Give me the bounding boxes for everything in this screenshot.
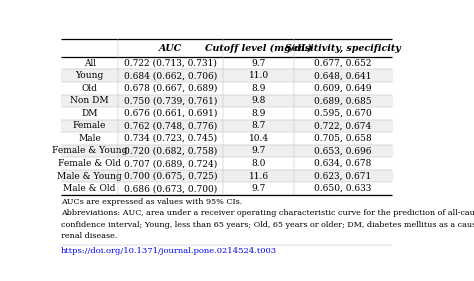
Text: AUC: AUC <box>159 44 182 53</box>
Text: 0.684 (0.662, 0.706): 0.684 (0.662, 0.706) <box>124 71 217 80</box>
Text: confidence interval; Young, less than 65 years; Old, 65 years or older; DM, diab: confidence interval; Young, less than 65… <box>61 221 474 229</box>
Text: AUCs are expressed as values with 95% CIs.: AUCs are expressed as values with 95% CI… <box>61 198 242 206</box>
Bar <box>61 94 392 107</box>
Text: 8.9: 8.9 <box>251 84 266 93</box>
Text: 0.650, 0.633: 0.650, 0.633 <box>314 184 372 193</box>
Bar <box>61 170 392 182</box>
Text: Young: Young <box>75 71 104 80</box>
Text: 8.9: 8.9 <box>251 109 266 118</box>
Bar <box>61 107 392 120</box>
Text: 11.0: 11.0 <box>248 71 269 80</box>
Text: 0.677, 0.652: 0.677, 0.652 <box>314 59 372 68</box>
Bar <box>61 157 392 170</box>
Text: Female: Female <box>73 121 106 130</box>
Text: 0.623, 0.671: 0.623, 0.671 <box>314 172 372 181</box>
Text: https://doi.org/10.1371/journal.pone.0214524.t003: https://doi.org/10.1371/journal.pone.021… <box>61 248 277 255</box>
Text: Female & Young: Female & Young <box>52 146 127 155</box>
Text: renal disease.: renal disease. <box>61 232 118 240</box>
Text: Cutoff level (mg/dL): Cutoff level (mg/dL) <box>205 44 312 53</box>
Text: 9.8: 9.8 <box>251 96 266 105</box>
Text: 0.722 (0.713, 0.731): 0.722 (0.713, 0.731) <box>124 59 217 68</box>
Text: 0.722, 0.674: 0.722, 0.674 <box>314 121 372 130</box>
Text: 9.7: 9.7 <box>251 59 266 68</box>
Bar <box>61 39 392 57</box>
Text: 9.7: 9.7 <box>251 146 266 155</box>
Text: All: All <box>83 59 96 68</box>
Text: 8.7: 8.7 <box>251 121 266 130</box>
Bar <box>61 69 392 82</box>
Bar <box>61 145 392 157</box>
Bar <box>61 182 392 195</box>
Text: 8.0: 8.0 <box>251 159 266 168</box>
Text: Male: Male <box>78 134 101 143</box>
Text: 0.762 (0.748, 0.776): 0.762 (0.748, 0.776) <box>124 121 217 130</box>
Text: 0.595, 0.670: 0.595, 0.670 <box>314 109 372 118</box>
Text: 0.686 (0.673, 0.700): 0.686 (0.673, 0.700) <box>124 184 217 193</box>
Bar <box>61 57 392 69</box>
Bar <box>61 82 392 94</box>
Text: 0.750 (0.739, 0.761): 0.750 (0.739, 0.761) <box>124 96 217 105</box>
Text: Female & Old: Female & Old <box>58 159 121 168</box>
Text: 0.720 (0.682, 0.758): 0.720 (0.682, 0.758) <box>124 146 217 155</box>
Text: 0.707 (0.689, 0.724): 0.707 (0.689, 0.724) <box>124 159 217 168</box>
Text: 0.653, 0.696: 0.653, 0.696 <box>314 146 372 155</box>
Text: Male & Young: Male & Young <box>57 172 122 181</box>
Text: Non DM: Non DM <box>70 96 109 105</box>
Text: Old: Old <box>82 84 98 93</box>
Bar <box>61 132 392 145</box>
Text: 0.676 (0.661, 0.691): 0.676 (0.661, 0.691) <box>124 109 217 118</box>
Text: 0.678 (0.667, 0.689): 0.678 (0.667, 0.689) <box>124 84 217 93</box>
Bar <box>61 120 392 132</box>
Text: Male & Old: Male & Old <box>64 184 116 193</box>
Text: DM: DM <box>82 109 98 118</box>
Text: 0.734 (0.723, 0.745): 0.734 (0.723, 0.745) <box>124 134 217 143</box>
Text: 0.634, 0.678: 0.634, 0.678 <box>314 159 372 168</box>
Text: 0.648, 0.641: 0.648, 0.641 <box>314 71 372 80</box>
Text: 0.689, 0.685: 0.689, 0.685 <box>314 96 372 105</box>
Text: 0.609, 0.649: 0.609, 0.649 <box>314 84 372 93</box>
Text: 9.7: 9.7 <box>251 184 266 193</box>
Text: 11.6: 11.6 <box>248 172 269 181</box>
Text: 0.700 (0.675, 0.725): 0.700 (0.675, 0.725) <box>124 172 217 181</box>
Text: 10.4: 10.4 <box>248 134 269 143</box>
Text: Sensitivity, specificity: Sensitivity, specificity <box>285 44 401 53</box>
Text: Abbreviations: AUC, area under a receiver operating characteristic curve for the: Abbreviations: AUC, area under a receive… <box>61 209 474 217</box>
Text: 0.705, 0.658: 0.705, 0.658 <box>314 134 372 143</box>
